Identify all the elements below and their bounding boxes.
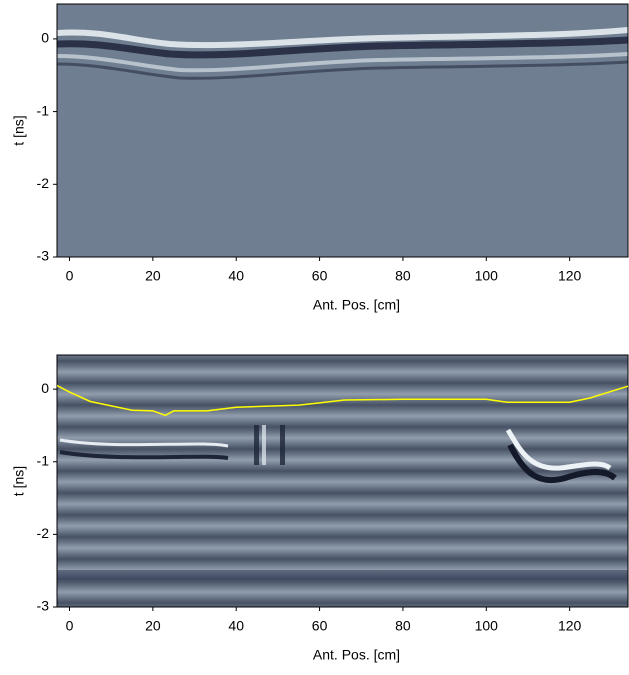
y-tick-label: 0 [41,30,49,46]
x-tick-label: 80 [395,618,411,634]
surface-line [57,384,628,417]
x-tick-label: 80 [395,268,411,284]
radargram-image [57,355,628,607]
x-tick-label: 0 [66,268,74,284]
x-axis-label: Ant. Pos. [cm] [313,647,400,663]
plot-frame [56,3,629,258]
x-tick-label: 20 [145,618,161,634]
x-tick-label: 100 [475,618,499,634]
x-tick-label: 120 [558,268,582,284]
y-axis-label: t [ns] [11,115,27,145]
x-tick-label: 40 [228,618,244,634]
y-axis-label: t [ns] [11,466,27,496]
x-tick-label: 20 [145,268,161,284]
y-tick-label: -3 [37,598,50,614]
x-tick-label: 40 [228,268,244,284]
y-tick-label: 0 [41,380,49,396]
reflection-bands [57,27,628,80]
x-axis-label: Ant. Pos. [cm] [313,297,400,313]
reflection-features [57,425,628,580]
x-tick-label: 60 [312,618,328,634]
y-tick-label: -1 [37,452,50,468]
y-tick-label: -3 [37,248,50,264]
y-tick-label: -2 [37,525,50,541]
x-tick-label: 0 [66,618,74,634]
plot-frame [56,354,629,608]
y-tick-label: -2 [37,175,50,191]
x-tick-label: 120 [558,618,582,634]
x-tick-label: 100 [475,268,499,284]
x-tick-label: 60 [312,268,328,284]
y-tick-label: -1 [37,102,50,118]
